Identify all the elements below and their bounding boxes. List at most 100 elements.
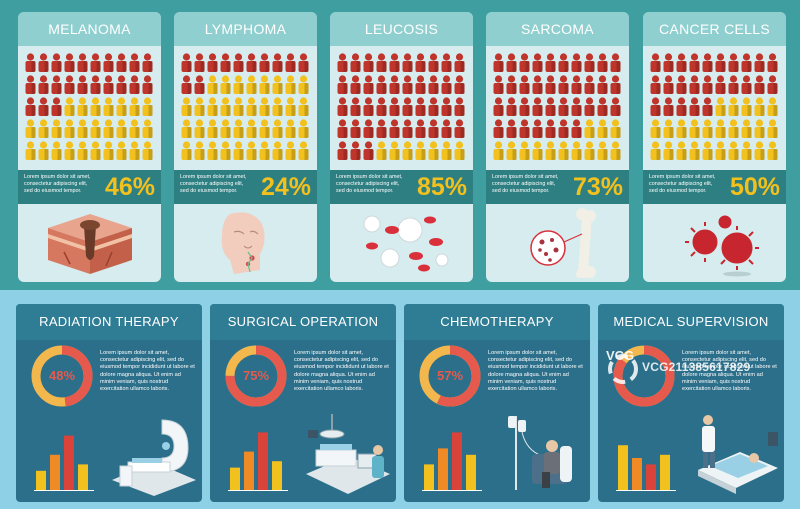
person-icon — [558, 141, 569, 160]
person-icon — [116, 141, 127, 160]
person-icon — [519, 53, 530, 72]
person-icon — [532, 119, 543, 138]
person-icon — [584, 53, 595, 72]
person-icon — [181, 119, 192, 138]
person-icon — [90, 53, 101, 72]
hospital-bed-icon — [698, 415, 778, 494]
surgery-room-icon — [306, 414, 390, 494]
bar — [632, 458, 642, 490]
person-icon — [415, 119, 426, 138]
bar — [50, 454, 60, 490]
person-icon — [506, 97, 517, 116]
person-icon — [676, 119, 687, 138]
donut-percent: 75% — [242, 368, 270, 383]
stat-text: Lorem ipsum dolor sit amet, consectetur … — [336, 174, 403, 194]
stat-text: Lorem ipsum dolor sit amet, consectetur … — [492, 174, 559, 194]
person-icon — [77, 53, 88, 72]
person-icon — [441, 119, 452, 138]
person-icon — [298, 75, 309, 94]
stat-percent: 50% — [729, 173, 780, 201]
stat-band: Lorem ipsum dolor sit amet, consectetur … — [18, 170, 161, 204]
bar — [424, 464, 434, 490]
person-icon — [519, 119, 530, 138]
person-icon — [597, 97, 608, 116]
donut-percent: 57% — [436, 368, 464, 383]
bar — [646, 464, 656, 490]
person-icon — [715, 53, 726, 72]
donut-arc — [419, 345, 481, 407]
card-surgical-operation: SURGICAL OPERATION 75% Lorem ipsum dolor… — [210, 304, 396, 502]
card-cancer-cells: CANCER CELLS Lorem ipsum dolor sit amet,… — [643, 12, 786, 282]
person-icon — [142, 141, 153, 160]
person-icon — [741, 97, 752, 116]
person-icon — [493, 75, 504, 94]
card-title: RADIATION THERAPY — [16, 304, 202, 340]
person-icon — [493, 97, 504, 116]
bar — [618, 445, 628, 490]
person-icon — [272, 97, 283, 116]
bar — [438, 448, 448, 490]
person-icon — [142, 97, 153, 116]
person-icon — [741, 141, 752, 160]
donut-chart — [613, 345, 675, 407]
person-icon — [129, 141, 140, 160]
card-text: Lorem ipsum dolor sit amet, consectetur … — [294, 350, 389, 393]
person-icon — [129, 119, 140, 138]
stat-band: Lorem ipsum dolor sit amet, consectetur … — [174, 170, 317, 204]
person-icon — [298, 53, 309, 72]
stat-percent: 24% — [260, 173, 311, 201]
people-grid — [181, 53, 309, 160]
bone-icon — [530, 208, 596, 278]
person-icon — [767, 75, 778, 94]
person-icon — [402, 75, 413, 94]
person-icon — [454, 119, 465, 138]
person-icon — [715, 97, 726, 116]
card-title: SARCOMA — [486, 12, 629, 46]
person-icon — [506, 119, 517, 138]
person-icon — [558, 53, 569, 72]
person-icon — [728, 119, 739, 138]
blood-cells-icon — [363, 215, 449, 272]
person-icon — [38, 141, 49, 160]
person-icon — [532, 97, 543, 116]
person-icon — [194, 53, 205, 72]
person-icon — [597, 75, 608, 94]
person-icon — [233, 141, 244, 160]
person-icon — [233, 53, 244, 72]
person-icon — [64, 97, 75, 116]
person-icon — [610, 119, 621, 138]
person-icon — [142, 75, 153, 94]
person-icon — [181, 53, 192, 72]
person-icon — [259, 97, 270, 116]
person-icon — [741, 119, 752, 138]
person-icon — [532, 141, 543, 160]
person-icon — [116, 119, 127, 138]
person-icon — [454, 97, 465, 116]
person-icon — [545, 53, 556, 72]
person-icon — [363, 75, 374, 94]
person-icon — [715, 119, 726, 138]
stat-band: Lorem ipsum dolor sit amet, consectetur … — [330, 170, 473, 204]
watermark-brand: VCG — [606, 348, 635, 363]
person-icon — [220, 97, 231, 116]
person-icon — [103, 141, 114, 160]
bar — [258, 432, 268, 490]
donut-arc — [31, 345, 93, 407]
person-icon — [103, 53, 114, 72]
person-icon — [741, 75, 752, 94]
person-icon — [285, 53, 296, 72]
person-icon — [519, 97, 530, 116]
card-leucosis: LEUCOSIS Lorem ipsum dolor sit amet, con… — [330, 12, 473, 282]
person-icon — [25, 97, 36, 116]
person-icon — [376, 53, 387, 72]
card-title: MEDICAL SUPERVISION — [598, 304, 784, 340]
person-icon — [376, 119, 387, 138]
person-icon — [597, 141, 608, 160]
person-icon — [402, 53, 413, 72]
person-icon — [350, 53, 361, 72]
person-icon — [77, 141, 88, 160]
person-icon — [676, 97, 687, 116]
person-icon — [545, 97, 556, 116]
watermark: VCG VCG211385617829 — [606, 348, 796, 388]
person-icon — [51, 119, 62, 138]
